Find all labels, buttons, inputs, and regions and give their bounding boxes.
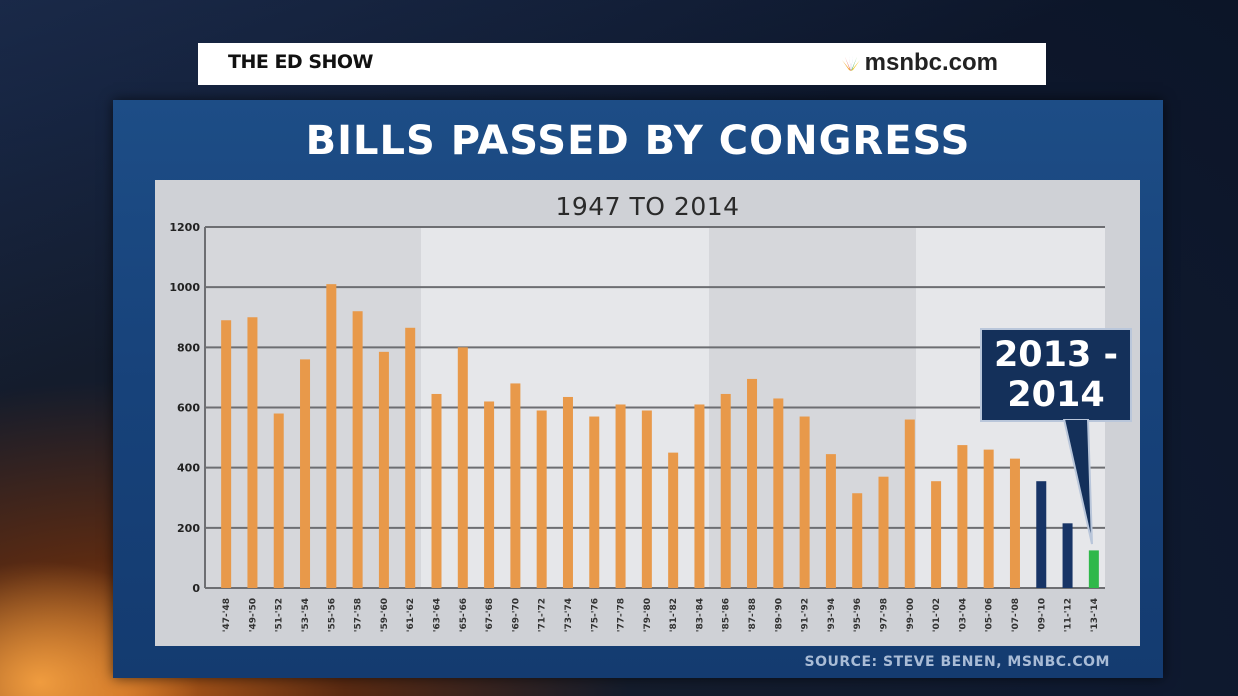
callout-pointer xyxy=(1062,419,1093,545)
bar-10 xyxy=(484,401,495,588)
bar-32 xyxy=(1062,523,1073,588)
x-tick-label-8: '63-'64 xyxy=(433,598,443,632)
bar-24 xyxy=(852,493,863,588)
bar-18 xyxy=(694,404,705,588)
bar-12 xyxy=(536,410,547,588)
y-tick-label-800: 800 xyxy=(177,341,200,354)
y-tick-label-600: 600 xyxy=(177,402,200,415)
annotation-callout: 2013 - 2014 xyxy=(980,328,1132,422)
x-tick-label-27: '01-'02 xyxy=(932,598,942,632)
x-tick-label-11: '69-'70 xyxy=(511,598,521,632)
bar-11 xyxy=(510,383,521,588)
x-tick-label-33: '13-'14 xyxy=(1090,598,1100,632)
bar-25 xyxy=(878,476,889,588)
x-tick-label-19: '85-'86 xyxy=(722,598,732,632)
x-tick-label-5: '57-'58 xyxy=(354,598,364,632)
x-tick-label-20: '87-'88 xyxy=(748,598,758,632)
bar-8 xyxy=(431,393,442,588)
source-note: SOURCE: STEVE BENEN, MSNBC.COM xyxy=(804,654,1110,670)
x-tick-label-9: '65-'66 xyxy=(459,598,469,632)
bar-9 xyxy=(457,347,468,588)
x-tick-label-13: '73-'74 xyxy=(564,598,574,632)
bar-14 xyxy=(589,416,600,588)
y-tick-label-200: 200 xyxy=(177,522,200,535)
chart-title: BILLS PASSED BY CONGRESS xyxy=(305,118,971,164)
x-tick-label-15: '77-'78 xyxy=(617,598,627,632)
bar-31 xyxy=(1036,481,1047,588)
bar-33 xyxy=(1088,550,1099,588)
bar-13 xyxy=(562,396,573,588)
show-title: THE ED SHOW xyxy=(228,51,374,73)
network-name: msnbc.com xyxy=(840,49,998,77)
bar-29 xyxy=(983,449,994,588)
bar-2 xyxy=(273,413,284,588)
x-tick-label-3: '53-'54 xyxy=(301,598,311,632)
bar-27 xyxy=(931,481,942,588)
x-tick-label-6: '59-'60 xyxy=(380,598,390,632)
bar-30 xyxy=(1009,458,1020,588)
x-tick-label-2: '51-'52 xyxy=(275,598,285,632)
x-tick-label-23: '93-'94 xyxy=(827,598,837,632)
y-tick-label-1200: 1200 xyxy=(169,221,200,234)
bar-6 xyxy=(378,351,389,588)
x-tick-label-30: '07-'08 xyxy=(1011,598,1021,632)
x-tick-label-17: '81-'82 xyxy=(669,598,679,632)
bar-5 xyxy=(352,311,363,588)
annotation-label: 2013 - 2014 xyxy=(993,335,1119,415)
x-tick-label-31: '09-'10 xyxy=(1037,598,1047,632)
x-tick-label-26: '99-'00 xyxy=(906,598,916,632)
bar-15 xyxy=(615,404,626,588)
bar-26 xyxy=(904,419,915,588)
x-tick-label-28: '03-'04 xyxy=(958,598,968,632)
chart-subtitle: 1947 TO 2014 xyxy=(555,192,740,221)
x-tick-label-29: '05-'06 xyxy=(985,598,995,632)
bar-17 xyxy=(668,452,679,588)
bar-23 xyxy=(825,454,836,588)
network-label: msnbc.com xyxy=(864,49,998,76)
bar-16 xyxy=(641,410,652,588)
chart-area: 1947 TO 2014 0 200 400 600 800 1000 1200 '47-'4… xyxy=(155,180,1140,646)
bar-4 xyxy=(326,284,337,588)
x-tick-label-1: '49-'50 xyxy=(248,598,258,632)
x-tick-label-10: '67-'68 xyxy=(485,598,495,632)
x-tick-label-18: '83-'84 xyxy=(695,598,705,632)
bar-21 xyxy=(773,398,784,588)
bar-20 xyxy=(747,378,758,588)
x-tick-label-4: '55-'56 xyxy=(327,598,337,632)
bar-22 xyxy=(799,416,810,588)
x-tick-label-25: '97-'98 xyxy=(880,598,890,632)
x-tick-label-0: '47-'48 xyxy=(222,598,232,632)
x-tick-label-21: '89-'90 xyxy=(774,598,784,632)
x-tick-label-7: '61-'62 xyxy=(406,598,416,632)
x-tick-label-32: '11-'12 xyxy=(1064,598,1074,632)
bar-1 xyxy=(247,317,258,588)
peacock-icon xyxy=(841,55,860,71)
bar-19 xyxy=(720,393,731,588)
bar-28 xyxy=(957,445,968,588)
bar-0 xyxy=(221,320,232,588)
show-banner: THE ED SHOW msnbc.com xyxy=(198,43,1046,85)
x-tick-label-22: '91-'92 xyxy=(801,598,811,632)
bar-7 xyxy=(405,327,416,588)
x-tick-label-12: '71-'72 xyxy=(538,598,548,632)
x-tick-label-24: '95-'96 xyxy=(853,598,863,632)
y-tick-label-1000: 1000 xyxy=(169,281,200,294)
y-tick-label-0: 0 xyxy=(192,582,200,595)
bar-3 xyxy=(300,359,311,588)
bar-chart: 0 200 400 600 800 1000 1200 '47-'48 '49-'50 '51-'… xyxy=(169,221,1105,632)
x-tick-label-14: '75-'76 xyxy=(590,598,600,632)
x-tick-label-16: '79-'80 xyxy=(643,598,653,632)
y-tick-label-400: 400 xyxy=(177,462,200,475)
